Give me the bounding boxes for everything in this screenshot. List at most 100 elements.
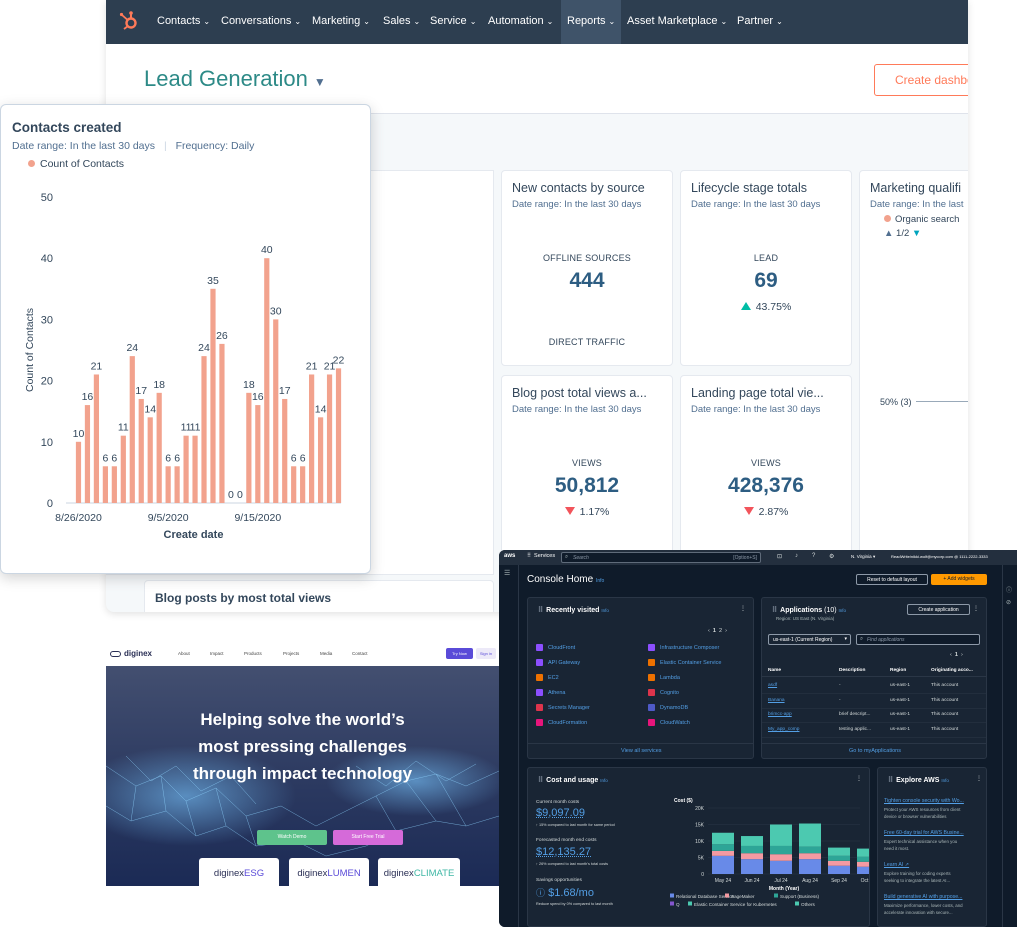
bar[interactable] xyxy=(157,393,162,503)
cost-bar-segment[interactable] xyxy=(741,859,763,874)
bar[interactable] xyxy=(282,399,287,503)
bar[interactable] xyxy=(318,417,323,503)
cost-bar-segment[interactable] xyxy=(799,859,821,874)
bar[interactable] xyxy=(148,417,153,503)
bar[interactable] xyxy=(246,393,251,503)
pagination[interactable]: ‹ 1 2 › xyxy=(708,628,727,634)
application-name-link[interactable]: My_app_comp xyxy=(768,727,799,732)
blog-post-total-views-card[interactable]: Blog post total views a... Date range: I… xyxy=(501,375,673,572)
product-card-climate[interactable]: diginexCLIMATE xyxy=(378,858,460,886)
explore-link[interactable]: Build generative AI with purpose... xyxy=(884,894,962,900)
bar[interactable] xyxy=(130,356,135,503)
dashboard-title-dropdown[interactable]: Lead Generation ▼ xyxy=(144,66,326,92)
account-menu[interactable]: ReadWrite/nikki.wolf@mycorp.com @ 1111-2… xyxy=(891,554,988,559)
bar[interactable] xyxy=(327,374,332,503)
bar[interactable] xyxy=(300,466,305,503)
bar[interactable] xyxy=(121,436,126,503)
bar[interactable] xyxy=(201,356,206,503)
recent-service-link[interactable]: CloudFormation xyxy=(548,720,587,726)
cost-bar-segment[interactable] xyxy=(770,846,792,854)
menu-icon[interactable]: ☰ xyxy=(504,569,510,577)
cost-legend-label[interactable]: Q xyxy=(676,902,680,907)
bar[interactable] xyxy=(94,374,99,503)
current-cost-value[interactable]: $9,097.09 xyxy=(536,807,585,819)
bar[interactable] xyxy=(183,436,188,503)
drag-handle-icon[interactable]: ⠿ xyxy=(538,777,543,784)
bar[interactable] xyxy=(112,466,117,503)
pager-up-icon[interactable]: ▲ xyxy=(884,228,893,239)
cost-bar-segment[interactable] xyxy=(770,825,792,846)
nav-partner[interactable]: Partner ⌄ xyxy=(737,15,783,27)
product-card-esg[interactable]: diginexESG xyxy=(199,858,279,886)
cost-bar-segment[interactable] xyxy=(828,861,850,866)
recent-service-link[interactable]: EC2 xyxy=(548,675,559,681)
blog-posts-most-views-card[interactable]: Blog posts by most total views xyxy=(144,580,494,612)
explore-link[interactable]: Tighten console security with Wo... xyxy=(884,798,964,804)
bar[interactable] xyxy=(264,258,269,503)
diginex-nav-products[interactable]: Products xyxy=(244,651,262,656)
diginex-logo[interactable]: diginex xyxy=(110,649,152,658)
cost-bar-segment[interactable] xyxy=(857,867,870,874)
recent-service-link[interactable]: CloudWatch xyxy=(660,720,690,726)
bar[interactable] xyxy=(273,319,278,503)
legend-pager[interactable]: ▲ 1/2 ▼ xyxy=(884,228,921,239)
diginex-nav-media[interactable]: Media xyxy=(320,651,332,656)
feedback-icon[interactable]: ⊘ xyxy=(1006,599,1011,606)
bar[interactable] xyxy=(103,466,108,503)
bar[interactable] xyxy=(309,374,314,503)
cost-bar-segment[interactable] xyxy=(770,861,792,874)
product-card-lumen[interactable]: diginexLUMEN xyxy=(289,858,369,886)
marketing-qualified-card[interactable]: Marketing qualifi Date range: In the las… xyxy=(859,170,968,572)
bar[interactable] xyxy=(291,466,296,503)
add-widgets-button[interactable]: + Add widgets xyxy=(931,574,987,585)
create-dashboard-button[interactable]: Create dashbo xyxy=(874,64,968,96)
cost-bar-segment[interactable] xyxy=(828,848,850,856)
new-contacts-by-source-card[interactable]: New contacts by source Date range: In th… xyxy=(501,170,673,366)
more-options-icon[interactable]: ⋮ xyxy=(976,775,982,782)
region-select[interactable]: us-east-1 (Current Region) ▾ xyxy=(768,634,851,645)
nav-automation[interactable]: Automation ⌄ xyxy=(488,15,553,27)
cost-bar-segment[interactable] xyxy=(741,836,763,846)
recent-service-link[interactable]: Secrets Manager xyxy=(548,705,590,711)
recent-service-link[interactable]: Lambda xyxy=(660,675,680,681)
recent-service-link[interactable]: Infrastructure Composer xyxy=(660,645,719,651)
more-options-icon[interactable]: ⋮ xyxy=(740,605,746,612)
nav-service[interactable]: Service ⌄ xyxy=(430,15,476,27)
application-name-link[interactable]: Banana xyxy=(768,698,785,703)
cost-legend-label[interactable]: Elastic Container Service for Kubernetes xyxy=(694,902,777,907)
bar[interactable] xyxy=(175,466,180,503)
search-input[interactable]: ⌕ Search [Option+S] xyxy=(561,552,761,563)
view-all-services-link[interactable]: View all services xyxy=(621,748,662,754)
contacts-created-report-card[interactable]: Contacts created Date range: In the last… xyxy=(0,104,371,574)
recent-service-link[interactable]: Cognito xyxy=(660,690,679,696)
cost-bar-segment[interactable] xyxy=(828,866,850,874)
savings-value[interactable]: ⓘ $1.68/mo xyxy=(536,886,594,899)
try-now-button[interactable]: Try Now xyxy=(446,648,473,659)
cost-bar-segment[interactable] xyxy=(799,847,821,854)
notifications-icon[interactable]: ♪ xyxy=(795,553,798,559)
cost-bar-segment[interactable] xyxy=(712,844,734,851)
bar[interactable] xyxy=(336,368,341,503)
drag-handle-icon[interactable]: ⠿ xyxy=(538,607,543,614)
cloudshell-icon[interactable]: ⊡ xyxy=(777,553,782,560)
diginex-nav-impact[interactable]: Impact xyxy=(210,651,224,656)
cost-bar-segment[interactable] xyxy=(712,851,734,856)
nav-reports[interactable]: Reports ⌄ xyxy=(567,15,615,27)
bar[interactable] xyxy=(139,399,144,503)
nav-asset-marketplace[interactable]: Asset Marketplace ⌄ xyxy=(627,15,727,27)
cost-bar-segment[interactable] xyxy=(712,856,734,874)
cost-bar-segment[interactable] xyxy=(857,849,870,857)
column-header[interactable]: Originating acco... xyxy=(931,668,973,673)
bar[interactable] xyxy=(76,442,81,503)
recent-service-link[interactable]: CloudFront xyxy=(548,645,575,651)
drag-handle-icon[interactable]: ⠿ xyxy=(772,607,777,614)
recent-service-link[interactable]: API Gateway xyxy=(548,660,580,666)
cost-bar-segment[interactable] xyxy=(857,862,870,867)
bar[interactable] xyxy=(219,344,224,503)
cost-legend-label[interactable]: Support (Business) xyxy=(780,894,820,899)
diginex-nav-contact[interactable]: Contact xyxy=(352,651,368,656)
diginex-nav-projects[interactable]: Projects xyxy=(283,651,299,656)
cost-bar-segment[interactable] xyxy=(799,853,821,859)
info-panel-icon[interactable]: ⓘ xyxy=(1006,585,1012,594)
diginex-nav-about[interactable]: About xyxy=(178,651,190,656)
